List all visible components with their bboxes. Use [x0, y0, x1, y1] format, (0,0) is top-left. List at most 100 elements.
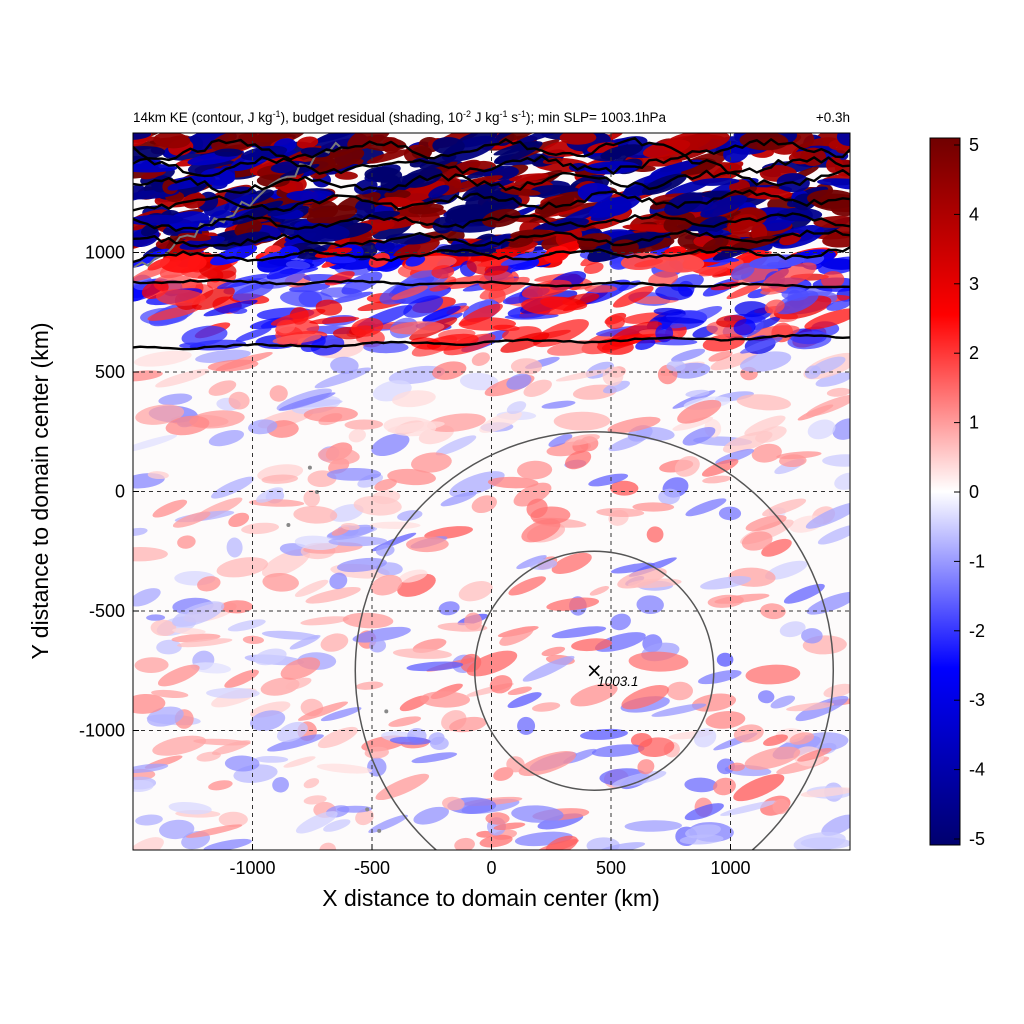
residual-blob [632, 502, 675, 512]
residual-blob [214, 148, 243, 157]
coastline-path [133, 141, 344, 269]
residual-blob [272, 777, 289, 793]
residual-blob [235, 327, 272, 342]
residual-blob [751, 443, 782, 463]
residual-blob [826, 300, 850, 311]
residual-blob [227, 619, 266, 632]
residual-blob [330, 356, 359, 375]
residual-blob [449, 716, 487, 733]
residual-blob [479, 834, 513, 848]
residual-blob [242, 635, 264, 645]
residual-blob [232, 282, 274, 301]
residual-blob [314, 367, 372, 389]
residual-blob [526, 498, 548, 519]
residual-blob [197, 576, 221, 592]
residual-blob [822, 454, 850, 467]
residual-blob [254, 755, 289, 763]
residual-blob [419, 154, 457, 170]
island-dot [384, 709, 389, 714]
residual-blob [133, 546, 168, 562]
residual-blob [672, 416, 714, 431]
residual-blob [133, 370, 163, 382]
residual-blob [650, 252, 705, 273]
residual-blob [551, 626, 607, 639]
residual-blob [392, 648, 452, 659]
residual-blob [133, 146, 166, 161]
residual-blob [177, 535, 196, 549]
residual-blob [172, 511, 211, 528]
residual-blob [685, 498, 727, 517]
residual-blob [406, 536, 449, 553]
residual-blob [200, 168, 236, 186]
residual-blob [431, 265, 455, 279]
residual-blob [208, 429, 245, 447]
residual-blob [409, 157, 429, 168]
residual-blob [608, 434, 648, 452]
residual-blob [355, 808, 374, 826]
residual-blob [498, 133, 543, 144]
residual-blob [449, 471, 505, 497]
residual-blob [155, 289, 206, 306]
residual-blob [588, 473, 629, 487]
residual-blob [406, 661, 464, 672]
residual-blob [584, 161, 639, 175]
residual-blob [805, 502, 850, 529]
residual-blob [426, 413, 486, 432]
residual-blob [248, 419, 278, 435]
residual-blob [478, 270, 515, 291]
y-tick-label: 0 [115, 482, 125, 502]
residual-blob [388, 716, 422, 727]
residual-blob [507, 686, 533, 696]
residual-blob [521, 518, 561, 543]
residual-blob [329, 504, 364, 522]
x-tick-label: -500 [354, 858, 390, 878]
residual-blob [696, 216, 729, 235]
residual-blob [547, 340, 598, 356]
residual-blob [786, 702, 835, 712]
residual-blob [153, 133, 191, 149]
residual-blob [272, 333, 322, 345]
residual-blob [832, 418, 850, 440]
residual-blob [760, 603, 786, 620]
residual-blob [471, 352, 490, 366]
residual-blob [500, 250, 547, 266]
residual-blob [133, 133, 152, 140]
residual-blob [821, 814, 850, 836]
residual-blob [603, 380, 630, 394]
residual-blob [621, 685, 669, 710]
residual-blob [133, 763, 169, 773]
colorbar-ticks: 5 4 3 2 1 0 -1 -2 -3 -4 -5 [954, 135, 985, 849]
residual-blob [821, 271, 845, 289]
residual-blob [541, 400, 576, 409]
residual-blob [628, 578, 682, 588]
residual-blob [739, 351, 792, 373]
radius-rings [354, 431, 834, 850]
residual-blob [286, 190, 327, 202]
x-tick-label: -1000 [229, 858, 275, 878]
residual-blob [411, 146, 432, 160]
residual-blob [521, 296, 578, 315]
residual-blob [413, 806, 450, 825]
residual-blob [506, 373, 532, 390]
residual-blob [391, 390, 436, 408]
y-tick-label: 1000 [85, 243, 125, 263]
y-tick-label: -1000 [79, 721, 125, 741]
residual-blob [267, 734, 324, 752]
residual-blob [329, 572, 348, 590]
residual-blob [367, 757, 387, 777]
residual-blob [278, 392, 336, 411]
residual-blob [658, 488, 681, 505]
residual-blob [580, 728, 628, 740]
residual-blob [438, 601, 460, 616]
residual-blob [133, 779, 154, 793]
residual-blob [424, 526, 473, 540]
residual-blob [589, 585, 610, 596]
residual-blob [218, 811, 248, 828]
residual-blob [600, 144, 643, 160]
residual-blob [820, 258, 850, 270]
residual-blob [718, 506, 742, 521]
residual-blob [708, 350, 733, 362]
residual-blob [371, 433, 410, 457]
residual-blob [801, 628, 823, 644]
residual-blob [744, 415, 786, 437]
